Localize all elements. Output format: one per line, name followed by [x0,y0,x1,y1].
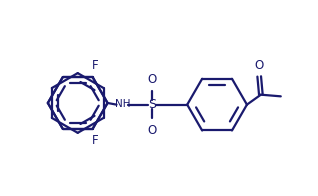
Text: F: F [92,59,99,73]
Text: O: O [147,73,156,86]
Text: O: O [255,59,264,72]
Text: NH: NH [115,99,130,109]
Text: F: F [92,134,99,147]
Text: O: O [147,123,156,137]
Text: S: S [149,98,156,111]
